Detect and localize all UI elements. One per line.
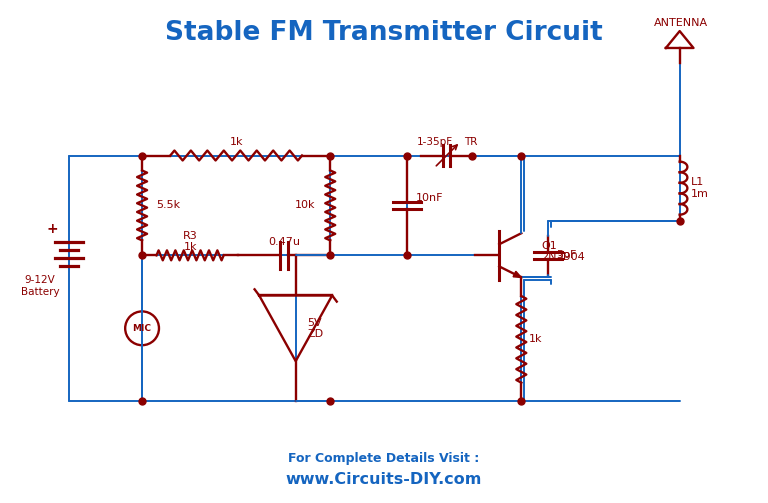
Text: For Complete Details Visit :: For Complete Details Visit : [288, 452, 480, 465]
Text: 5V
ZD: 5V ZD [307, 317, 323, 339]
Text: www.Circuits-DIY.com: www.Circuits-DIY.com [286, 472, 482, 487]
Text: 1k: 1k [529, 334, 542, 345]
Text: 5pF: 5pF [556, 250, 576, 261]
Text: 10k: 10k [294, 200, 315, 210]
Text: +: + [46, 222, 58, 236]
Text: Stable FM Transmitter Circuit: Stable FM Transmitter Circuit [165, 20, 603, 46]
Polygon shape [513, 271, 521, 278]
Text: MIC: MIC [133, 324, 151, 333]
Text: 0.47u: 0.47u [268, 236, 300, 246]
Text: 1k: 1k [230, 137, 243, 147]
Text: ANTENNA: ANTENNA [654, 19, 708, 28]
Text: 1-35pF: 1-35pF [417, 137, 453, 147]
Text: 9-12V
Battery: 9-12V Battery [21, 275, 59, 297]
Text: L1
1m: L1 1m [690, 178, 708, 199]
Text: R3
1k: R3 1k [183, 231, 197, 253]
Text: TR: TR [465, 137, 478, 147]
Text: 10nF: 10nF [416, 193, 444, 203]
Text: Q1
2N3904: Q1 2N3904 [541, 241, 585, 262]
Text: 5.5k: 5.5k [156, 200, 180, 210]
